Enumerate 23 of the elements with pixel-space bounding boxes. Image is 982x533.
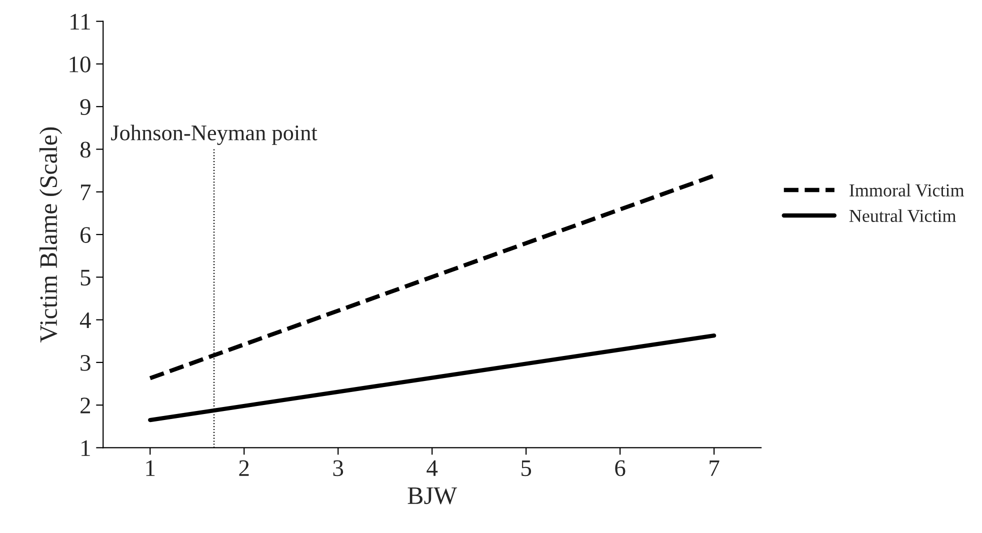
x-tick-label: 7 — [710, 460, 720, 476]
x-tick-label: 3 — [333, 460, 344, 476]
y-tick-label: 2 — [80, 398, 90, 414]
x-tick-label: 5 — [522, 460, 532, 476]
legend-label: Immoral Victim — [850, 184, 964, 197]
ref-line-label: Johnson-Neyman point — [111, 124, 318, 145]
x-axis-title: BJW — [408, 487, 458, 504]
legend-label: Neutral Victim — [849, 209, 956, 222]
y-tick-label: 9 — [80, 99, 90, 116]
y-tick-label: 7 — [81, 184, 91, 200]
y-tick-label: 3 — [80, 354, 90, 371]
x-tick-label: 6 — [615, 460, 626, 476]
y-tick-label: 10 — [70, 56, 90, 72]
y-axis-title: Victim Blame (Scale) — [39, 127, 62, 342]
x-tick-label: 4 — [426, 460, 438, 476]
y-tick-label: 11 — [70, 14, 90, 30]
y-tick-label: 6 — [80, 227, 91, 243]
y-tick-label: 4 — [80, 312, 91, 328]
y-tick-label: 1 — [82, 440, 90, 456]
y-tick-label: 5 — [80, 270, 90, 286]
x-tick-label: 1 — [146, 460, 155, 476]
x-tick-label: 2 — [239, 460, 249, 476]
y-tick-label: 8 — [80, 142, 90, 158]
